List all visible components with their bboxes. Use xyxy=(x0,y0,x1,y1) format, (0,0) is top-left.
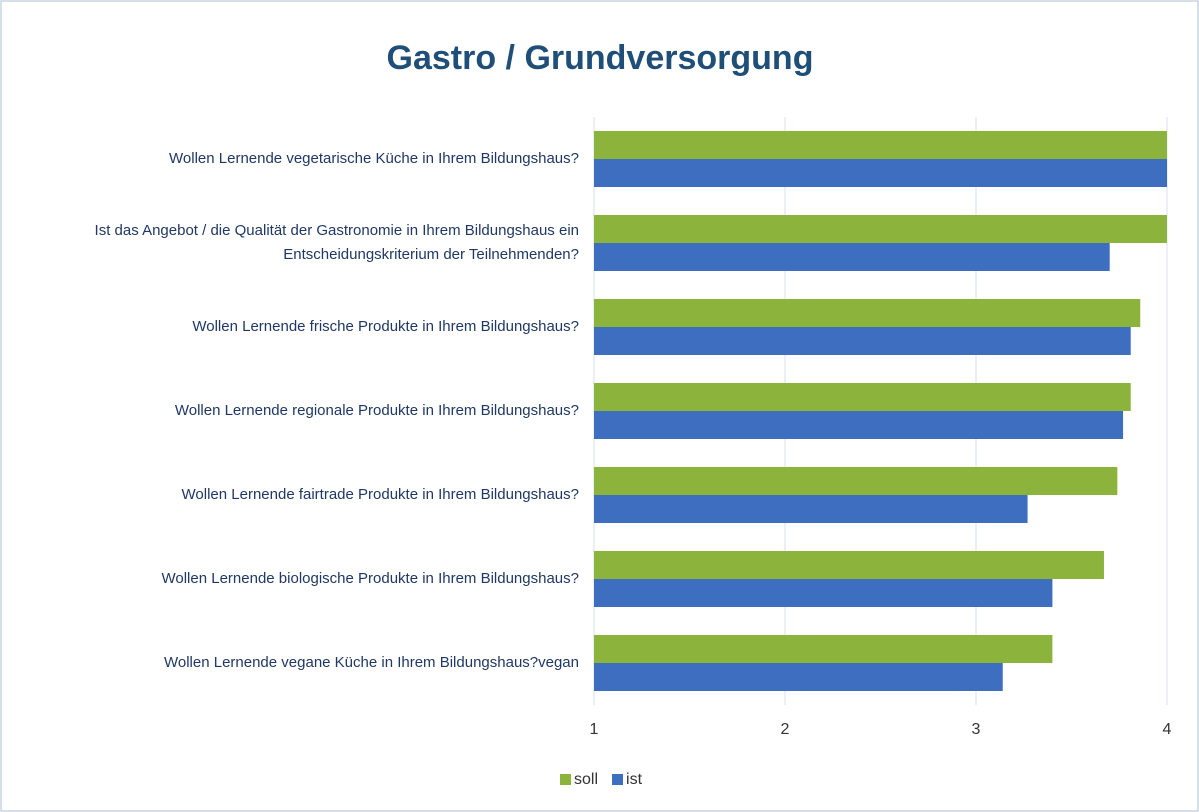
bar xyxy=(594,579,1053,607)
bar xyxy=(594,215,1167,243)
y-tick-label: Ist das Angebot / die Qualität der Gastr… xyxy=(94,222,579,263)
y-tick-label: Wollen Lernende frische Produkte in Ihre… xyxy=(192,318,579,335)
legend-swatch xyxy=(612,774,624,785)
bar xyxy=(594,411,1124,439)
bar xyxy=(594,663,1003,691)
legend-label: ist xyxy=(626,771,643,788)
bar xyxy=(594,327,1131,355)
y-tick-label: Wollen Lernende regionale Produkte in Ih… xyxy=(174,402,579,419)
x-tick-label: 4 xyxy=(1163,721,1172,738)
bar xyxy=(594,495,1028,523)
bar xyxy=(594,131,1167,159)
bar xyxy=(594,383,1131,411)
legend-label: soll xyxy=(574,771,598,788)
y-tick-label: Wollen Lernende vegane Küche in Ihrem Bi… xyxy=(163,654,579,671)
bar xyxy=(594,159,1167,187)
bar xyxy=(594,551,1104,579)
x-tick-label: 3 xyxy=(972,721,981,738)
x-tick-label: 1 xyxy=(590,721,599,738)
y-tick-label: Wollen Lernende vegetarische Küche in Ih… xyxy=(169,150,579,167)
bar xyxy=(594,243,1110,271)
y-tick-label: Wollen Lernende biologische Produkte in … xyxy=(161,570,580,587)
bar xyxy=(594,467,1118,495)
bar xyxy=(594,299,1141,327)
legend-swatch xyxy=(560,774,571,785)
chart-title: Gastro / Grundversorgung xyxy=(387,39,814,77)
bar xyxy=(594,635,1053,663)
y-tick-label: Wollen Lernende fairtrade Produkte in Ih… xyxy=(181,486,579,503)
x-tick-label: 2 xyxy=(781,721,790,738)
